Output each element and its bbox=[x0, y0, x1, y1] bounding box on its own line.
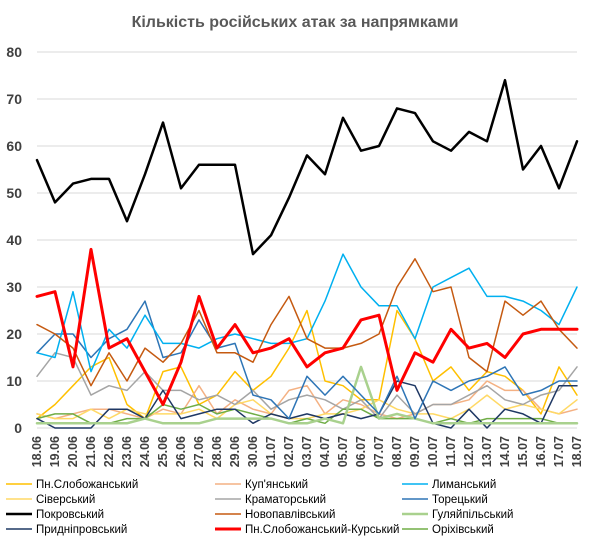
series-line bbox=[36, 352, 578, 420]
legend-label: Гуляйпільський bbox=[432, 509, 513, 521]
legend: Пн.Слобожанський Куп'янський Лиманський Сів… bbox=[6, 479, 513, 536]
x-tick-label: 25.06 bbox=[156, 436, 170, 467]
x-tick-label: 03.07 bbox=[300, 436, 314, 467]
x-tick-label: 28.06 bbox=[210, 436, 224, 467]
x-axis: 18.06 19.06 20.06 21.06 22.06 23.06 24.06 25.06… bbox=[30, 436, 584, 467]
x-tick-label: 13.07 bbox=[480, 436, 494, 467]
series-line bbox=[36, 380, 578, 429]
legend-label: Сіверський bbox=[36, 494, 95, 506]
legend-label: Лиманський bbox=[432, 479, 496, 491]
x-tick-label: 27.06 bbox=[192, 436, 206, 467]
x-tick-label: 10.07 bbox=[426, 436, 440, 467]
x-tick-label: 11.07 bbox=[444, 436, 458, 467]
y-tick-label: 30 bbox=[6, 279, 22, 295]
legend-label: Придніпровський bbox=[36, 524, 127, 536]
x-tick-label: 21.06 bbox=[84, 436, 98, 467]
x-tick-label: 19.06 bbox=[48, 436, 62, 467]
x-tick-label: 16.07 bbox=[534, 436, 548, 467]
y-tick-label: 0 bbox=[14, 420, 22, 436]
y-tick-label: 40 bbox=[6, 232, 22, 248]
series-line bbox=[36, 394, 578, 420]
x-tick-label: 14.07 bbox=[498, 436, 512, 467]
legend-label: Куп'янський bbox=[245, 479, 308, 491]
x-tick-label: 18.07 bbox=[570, 436, 584, 467]
y-tick-label: 60 bbox=[6, 138, 22, 154]
series-line bbox=[35, 247, 579, 406]
x-tick-label: 24.06 bbox=[138, 436, 152, 467]
chart-title: Кількість російських атак за напрямками bbox=[132, 14, 459, 31]
x-tick-label: 05.07 bbox=[336, 436, 350, 467]
x-tick-label: 09.07 bbox=[408, 436, 422, 467]
x-tick-label: 07.07 bbox=[372, 436, 386, 467]
x-tick-label: 15.07 bbox=[516, 436, 530, 467]
y-tick-label: 20 bbox=[6, 326, 22, 342]
series-lines bbox=[35, 78, 579, 429]
series-line bbox=[36, 258, 578, 387]
x-tick-label: 08.07 bbox=[390, 436, 404, 467]
y-tick-label: 80 bbox=[6, 44, 22, 60]
x-tick-label: 20.06 bbox=[66, 436, 80, 467]
x-tick-label: 06.07 bbox=[354, 436, 368, 467]
x-tick-label: 12.07 bbox=[462, 436, 476, 467]
x-tick-label: 18.06 bbox=[30, 436, 44, 467]
legend-label: Покровський bbox=[36, 509, 104, 521]
x-tick-label: 17.07 bbox=[552, 436, 566, 467]
legend-label: Краматорський bbox=[245, 494, 326, 506]
x-tick-label: 23.06 bbox=[120, 436, 134, 467]
series-line bbox=[35, 365, 579, 425]
series-line bbox=[35, 78, 579, 256]
y-tick-label: 50 bbox=[6, 185, 22, 201]
y-axis: 0 10 20 30 40 50 60 70 80 bbox=[6, 44, 22, 436]
y-tick-label: 10 bbox=[6, 373, 22, 389]
series-line bbox=[36, 403, 578, 425]
series-line bbox=[36, 380, 578, 420]
legend-label: Оріхівський bbox=[432, 524, 494, 536]
y-tick-label: 70 bbox=[6, 91, 22, 107]
x-tick-label: 04.07 bbox=[318, 436, 332, 467]
x-tick-label: 26.06 bbox=[174, 436, 188, 467]
legend-label: Пн.Слобожанський bbox=[36, 479, 138, 491]
x-tick-label: 30.06 bbox=[246, 436, 260, 467]
legend-label: Пн.Слобожанський-Курський bbox=[245, 524, 399, 536]
x-tick-label: 02.07 bbox=[282, 436, 296, 467]
x-tick-label: 29.06 bbox=[228, 436, 242, 467]
series-line bbox=[36, 300, 578, 420]
legend-label: Новопавлівський bbox=[245, 509, 335, 521]
x-tick-label: 01.07 bbox=[264, 436, 278, 467]
legend-label: Торецький bbox=[432, 494, 488, 506]
x-tick-label: 22.06 bbox=[102, 436, 116, 467]
